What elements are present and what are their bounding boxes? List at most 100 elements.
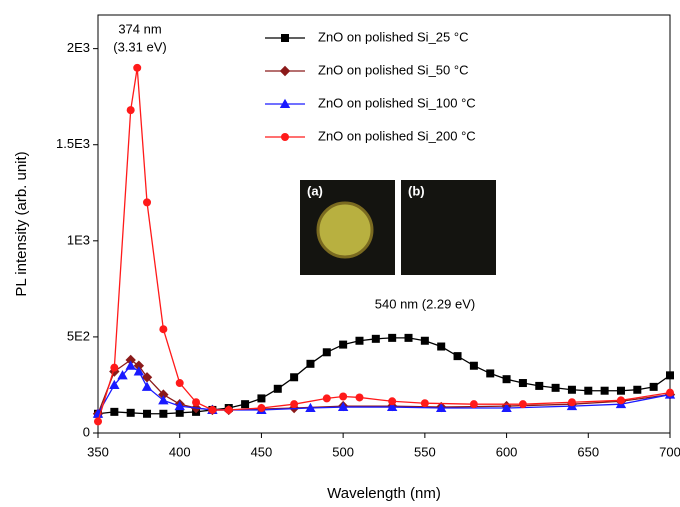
marker <box>290 373 299 382</box>
marker <box>339 340 348 349</box>
marker <box>143 198 152 207</box>
x-tick-label: 450 <box>251 444 273 459</box>
marker <box>109 379 120 389</box>
plot-frame <box>97 14 671 434</box>
marker <box>355 336 364 345</box>
marker <box>306 359 315 368</box>
marker <box>322 394 331 403</box>
x-tick-label: 600 <box>496 444 518 459</box>
marker <box>110 407 119 416</box>
marker <box>469 361 478 370</box>
marker <box>551 383 560 392</box>
x-tick-label: 400 <box>169 444 191 459</box>
marker <box>281 34 289 42</box>
y-axis-label: PL intensity (arb. unit) <box>13 151 30 296</box>
marker <box>117 370 128 380</box>
marker <box>125 360 136 370</box>
marker <box>224 405 233 414</box>
marker <box>279 65 291 77</box>
marker <box>386 401 398 412</box>
inset-b <box>401 180 496 275</box>
marker <box>616 386 625 395</box>
marker <box>257 394 266 403</box>
marker <box>257 404 266 413</box>
marker <box>273 384 282 393</box>
x-tick-label: 650 <box>577 444 599 459</box>
marker <box>305 402 316 413</box>
marker <box>290 400 299 409</box>
x-tick-label: 500 <box>332 444 354 459</box>
y-tick-label: 1.5E3 <box>56 136 90 151</box>
legend-label: ZnO on polished Si_50 °C <box>318 62 468 77</box>
annotation: (3.31 eV) <box>113 39 166 54</box>
marker <box>600 386 609 395</box>
marker <box>159 325 168 334</box>
marker <box>420 399 429 408</box>
marker <box>279 98 291 108</box>
legend-label: ZnO on polished Si_100 °C <box>318 95 476 110</box>
marker <box>241 400 250 409</box>
marker <box>436 402 447 413</box>
marker <box>125 354 136 366</box>
marker <box>453 352 462 361</box>
marker <box>158 395 169 405</box>
marker <box>143 409 152 418</box>
inset-spot <box>316 201 374 259</box>
marker <box>616 396 625 405</box>
marker <box>518 400 527 409</box>
annotation: 540 nm (2.29 eV) <box>375 296 475 311</box>
marker <box>666 371 674 380</box>
marker <box>133 366 145 376</box>
x-axis-label: Wavelength (nm) <box>327 485 441 502</box>
marker <box>584 386 593 395</box>
x-tick-label: 700 <box>659 444 680 459</box>
inset-label: (a) <box>307 183 323 198</box>
marker <box>159 409 168 418</box>
x-tick-label: 350 <box>87 444 109 459</box>
marker <box>110 363 119 372</box>
marker <box>633 385 642 394</box>
legend-label: ZnO on polished Si_25 °C <box>318 29 468 44</box>
marker <box>388 397 397 406</box>
marker <box>281 133 289 141</box>
marker <box>175 408 184 417</box>
y-tick-label: 0 <box>83 424 90 439</box>
marker <box>339 392 348 401</box>
y-tick-label: 2E3 <box>67 40 90 55</box>
marker <box>322 348 331 357</box>
marker <box>469 400 478 409</box>
marker <box>174 400 185 411</box>
marker <box>567 398 576 407</box>
marker <box>158 389 169 400</box>
marker <box>133 360 145 371</box>
marker <box>126 408 135 417</box>
marker <box>404 333 413 342</box>
marker <box>388 333 397 342</box>
y-tick-label: 1E3 <box>67 232 90 247</box>
marker <box>141 381 153 391</box>
marker <box>535 381 544 390</box>
marker <box>649 382 658 391</box>
marker <box>518 379 527 388</box>
series-line <box>97 67 671 422</box>
marker <box>486 369 495 378</box>
inset-label: (b) <box>408 183 425 198</box>
marker <box>94 417 102 426</box>
marker <box>141 372 153 383</box>
x-tick-label: 550 <box>414 444 436 459</box>
marker <box>192 398 201 407</box>
marker <box>337 401 349 412</box>
y-tick-label: 5E2 <box>67 328 90 343</box>
annotation: 374 nm <box>118 21 161 36</box>
marker <box>371 334 380 343</box>
series-line <box>97 364 671 415</box>
marker <box>208 405 217 414</box>
marker <box>420 336 429 345</box>
marker <box>126 106 135 115</box>
marker <box>437 342 446 351</box>
marker <box>502 375 511 384</box>
marker <box>501 402 512 413</box>
marker <box>133 63 142 72</box>
